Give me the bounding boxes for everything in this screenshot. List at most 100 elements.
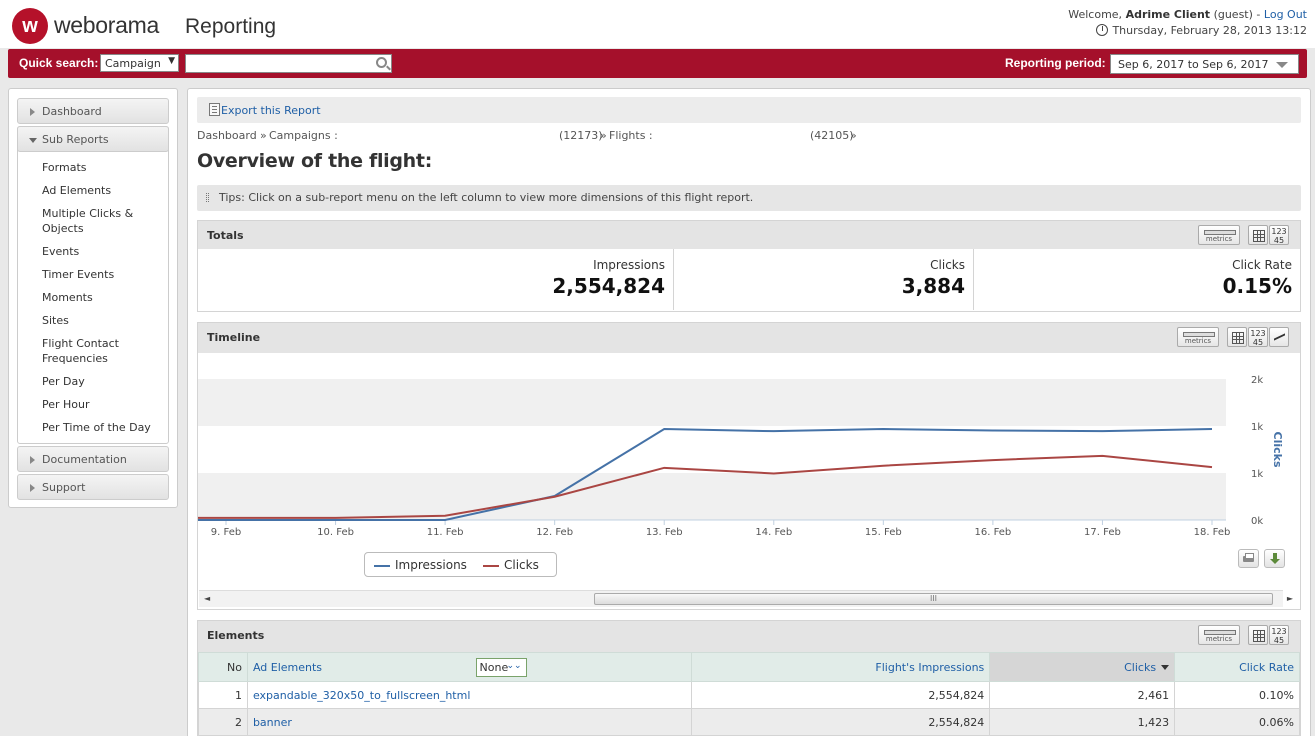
table-view-icon[interactable] <box>1248 225 1268 245</box>
chart-band <box>198 379 1226 426</box>
x-tick-label: 12. Feb <box>536 527 573 538</box>
breadcrumb-dashboard[interactable]: Dashboard <box>197 129 257 142</box>
search-input[interactable] <box>185 54 392 73</box>
triangle-right-icon <box>30 108 35 116</box>
search-type-select[interactable]: Campaign ▼ <box>100 54 179 72</box>
sidebar-item-events[interactable]: Events <box>42 245 80 258</box>
number-view-icon[interactable]: 123 45 <box>1269 625 1289 645</box>
logout-link[interactable]: Log Out <box>1263 8 1307 21</box>
y-tick-label: 2k <box>1251 375 1263 386</box>
horizontal-scrollbar[interactable]: ◄ III ► <box>199 590 1293 607</box>
sidebar-item-contact-frequencies[interactable]: Flight Contact Frequencies <box>42 337 119 365</box>
sidebar-item-per-day[interactable]: Per Day <box>42 375 85 388</box>
chevron-down-icon <box>1276 62 1288 68</box>
element-link[interactable]: expandable_320x50_to_fullscreen_html <box>252 688 471 702</box>
metrics-button[interactable]: metrics <box>1198 225 1240 245</box>
total-impressions: Impressions 2,554,824 <box>198 249 674 310</box>
x-tick-label: 15. Feb <box>865 527 902 538</box>
timeline-chart: 2k 1k 1k 0k Clicks 9. Feb 10. Feb 11. Feb 12. Fe… <box>198 375 1284 538</box>
sidebar: Dashboard Sub Reports Formats Ad Element… <box>8 88 178 508</box>
elements-panel: Elements metrics 123 45 No Ad Elements No… <box>197 620 1301 736</box>
reporting-period-select[interactable]: Sep 6, 2017 to Sep 6, 2017 <box>1110 54 1299 74</box>
filter-select[interactable]: None ⌄⌄ <box>475 657 527 677</box>
chart-legend: Impressions Clicks <box>364 552 557 577</box>
dropdown-arrow-icon: ▼ <box>168 56 175 66</box>
table-row: 2 banner 2,554,824 1,423 0.06% <box>198 708 1300 736</box>
x-tick-label: 10. Feb <box>317 527 354 538</box>
column-flight-impressions[interactable]: Flight's Impressions <box>690 652 991 682</box>
sidebar-item-per-time-of-day[interactable]: Per Time of the Day <box>42 421 151 434</box>
table-view-icon[interactable] <box>1248 625 1268 645</box>
download-icon[interactable] <box>1264 549 1285 568</box>
top-header: w weborama Reporting Welcome, Adrime Cli… <box>0 0 1315 48</box>
column-clicks[interactable]: Clicks <box>989 652 1176 682</box>
sidebar-item-sub-reports[interactable]: Sub Reports <box>17 126 169 152</box>
page-title: Overview of the flight: <box>197 150 432 172</box>
series-line-clicks <box>198 454 1213 519</box>
sub-reports-panel: Sub Reports Formats Ad Elements Multiple… <box>17 126 169 444</box>
double-chevron-icon: ⌄⌄ <box>506 660 522 671</box>
y-tick-label: 1k <box>1251 469 1263 480</box>
export-report-link[interactable]: Export this Report <box>221 104 321 117</box>
legend-impressions[interactable]: Impressions <box>395 558 467 572</box>
table-row: 1 expandable_320x50_to_fullscreen_html 2… <box>198 681 1300 709</box>
metrics-button[interactable]: metrics <box>1198 625 1240 645</box>
document-icon <box>209 103 220 116</box>
line-chart-icon[interactable] <box>1269 327 1289 347</box>
triangle-right-icon <box>30 456 35 464</box>
table-view-icon[interactable] <box>1227 327 1247 347</box>
sidebar-item-multiple-clicks[interactable]: Multiple Clicks & Objects <box>42 207 134 235</box>
breadcrumb-campaigns[interactable]: Campaigns : <box>269 129 338 142</box>
x-tick-label: 9. Feb <box>211 527 241 538</box>
sidebar-item-per-hour[interactable]: Per Hour <box>42 398 90 411</box>
x-tick-label: 14. Feb <box>755 527 792 538</box>
metrics-button[interactable]: metrics <box>1177 327 1219 347</box>
main-panel: Export this Report Dashboard » Campaigns… <box>187 88 1311 736</box>
legend-swatch-clicks <box>483 565 499 567</box>
sidebar-item-timer-events[interactable]: Timer Events <box>42 268 115 281</box>
x-tick-label: 17. Feb <box>1084 527 1121 538</box>
column-ad-elements[interactable]: Ad Elements None ⌄⌄ <box>246 652 692 682</box>
timeline-panel: Timeline metrics 123 45 2k 1k 1k 0k Clicks 9. … <box>197 322 1301 610</box>
clock-icon <box>1096 24 1109 36</box>
flight-id: (42105) <box>810 129 854 142</box>
sidebar-item-ad-elements[interactable]: Ad Elements <box>42 184 112 197</box>
sidebar-item-formats[interactable]: Formats <box>42 161 87 174</box>
current-datetime: Thursday, February 28, 2013 13:12 <box>1096 24 1307 37</box>
x-tick-label: 18. Feb <box>1194 527 1231 538</box>
element-link[interactable]: banner <box>252 715 292 729</box>
sidebar-item-sites[interactable]: Sites <box>42 314 69 327</box>
series-line-impressions <box>198 428 1213 521</box>
total-click-rate: Click Rate 0.15% <box>1222 258 1292 298</box>
total-clicks: Clicks 3,884 <box>674 249 974 310</box>
x-tick-label: 11. Feb <box>427 527 464 538</box>
product-title: Reporting <box>185 15 277 38</box>
triangle-right-icon <box>30 484 35 492</box>
x-tick-label: 13. Feb <box>646 527 683 538</box>
legend-clicks[interactable]: Clicks <box>504 558 539 572</box>
scroll-left-icon[interactable]: ◄ <box>204 594 211 603</box>
reporting-period-label: Reporting period: <box>1005 56 1106 70</box>
quick-search-label: Quick search: <box>19 56 99 70</box>
number-view-icon[interactable]: 123 45 <box>1248 327 1268 347</box>
elements-title: Elements <box>207 629 265 642</box>
y-axis-title: Clicks <box>1271 432 1284 468</box>
sidebar-item-moments[interactable]: Moments <box>42 291 93 304</box>
column-click-rate[interactable]: Click Rate <box>1174 652 1300 682</box>
column-no: No <box>198 652 248 682</box>
tips-bar: Tips: Click on a sub-report menu on the … <box>197 185 1301 211</box>
sidebar-item-documentation[interactable]: Documentation <box>17 446 169 472</box>
scroll-right-icon[interactable]: ► <box>1286 594 1293 603</box>
sort-desc-icon <box>1161 664 1170 670</box>
scrollbar-thumb[interactable]: III <box>594 593 1273 605</box>
search-icon[interactable] <box>376 57 387 68</box>
number-view-icon[interactable]: 123 45 <box>1269 225 1289 245</box>
user-name: Adrime Client <box>1125 8 1211 21</box>
weborama-logo-icon[interactable]: w <box>12 8 48 44</box>
sidebar-item-support[interactable]: Support <box>17 474 169 500</box>
sidebar-item-dashboard[interactable]: Dashboard <box>17 98 169 124</box>
print-icon[interactable] <box>1238 549 1259 568</box>
triangle-down-icon <box>29 138 37 143</box>
breadcrumb-flights[interactable]: Flights : <box>609 129 653 142</box>
y-tick-label: 0k <box>1251 516 1263 527</box>
